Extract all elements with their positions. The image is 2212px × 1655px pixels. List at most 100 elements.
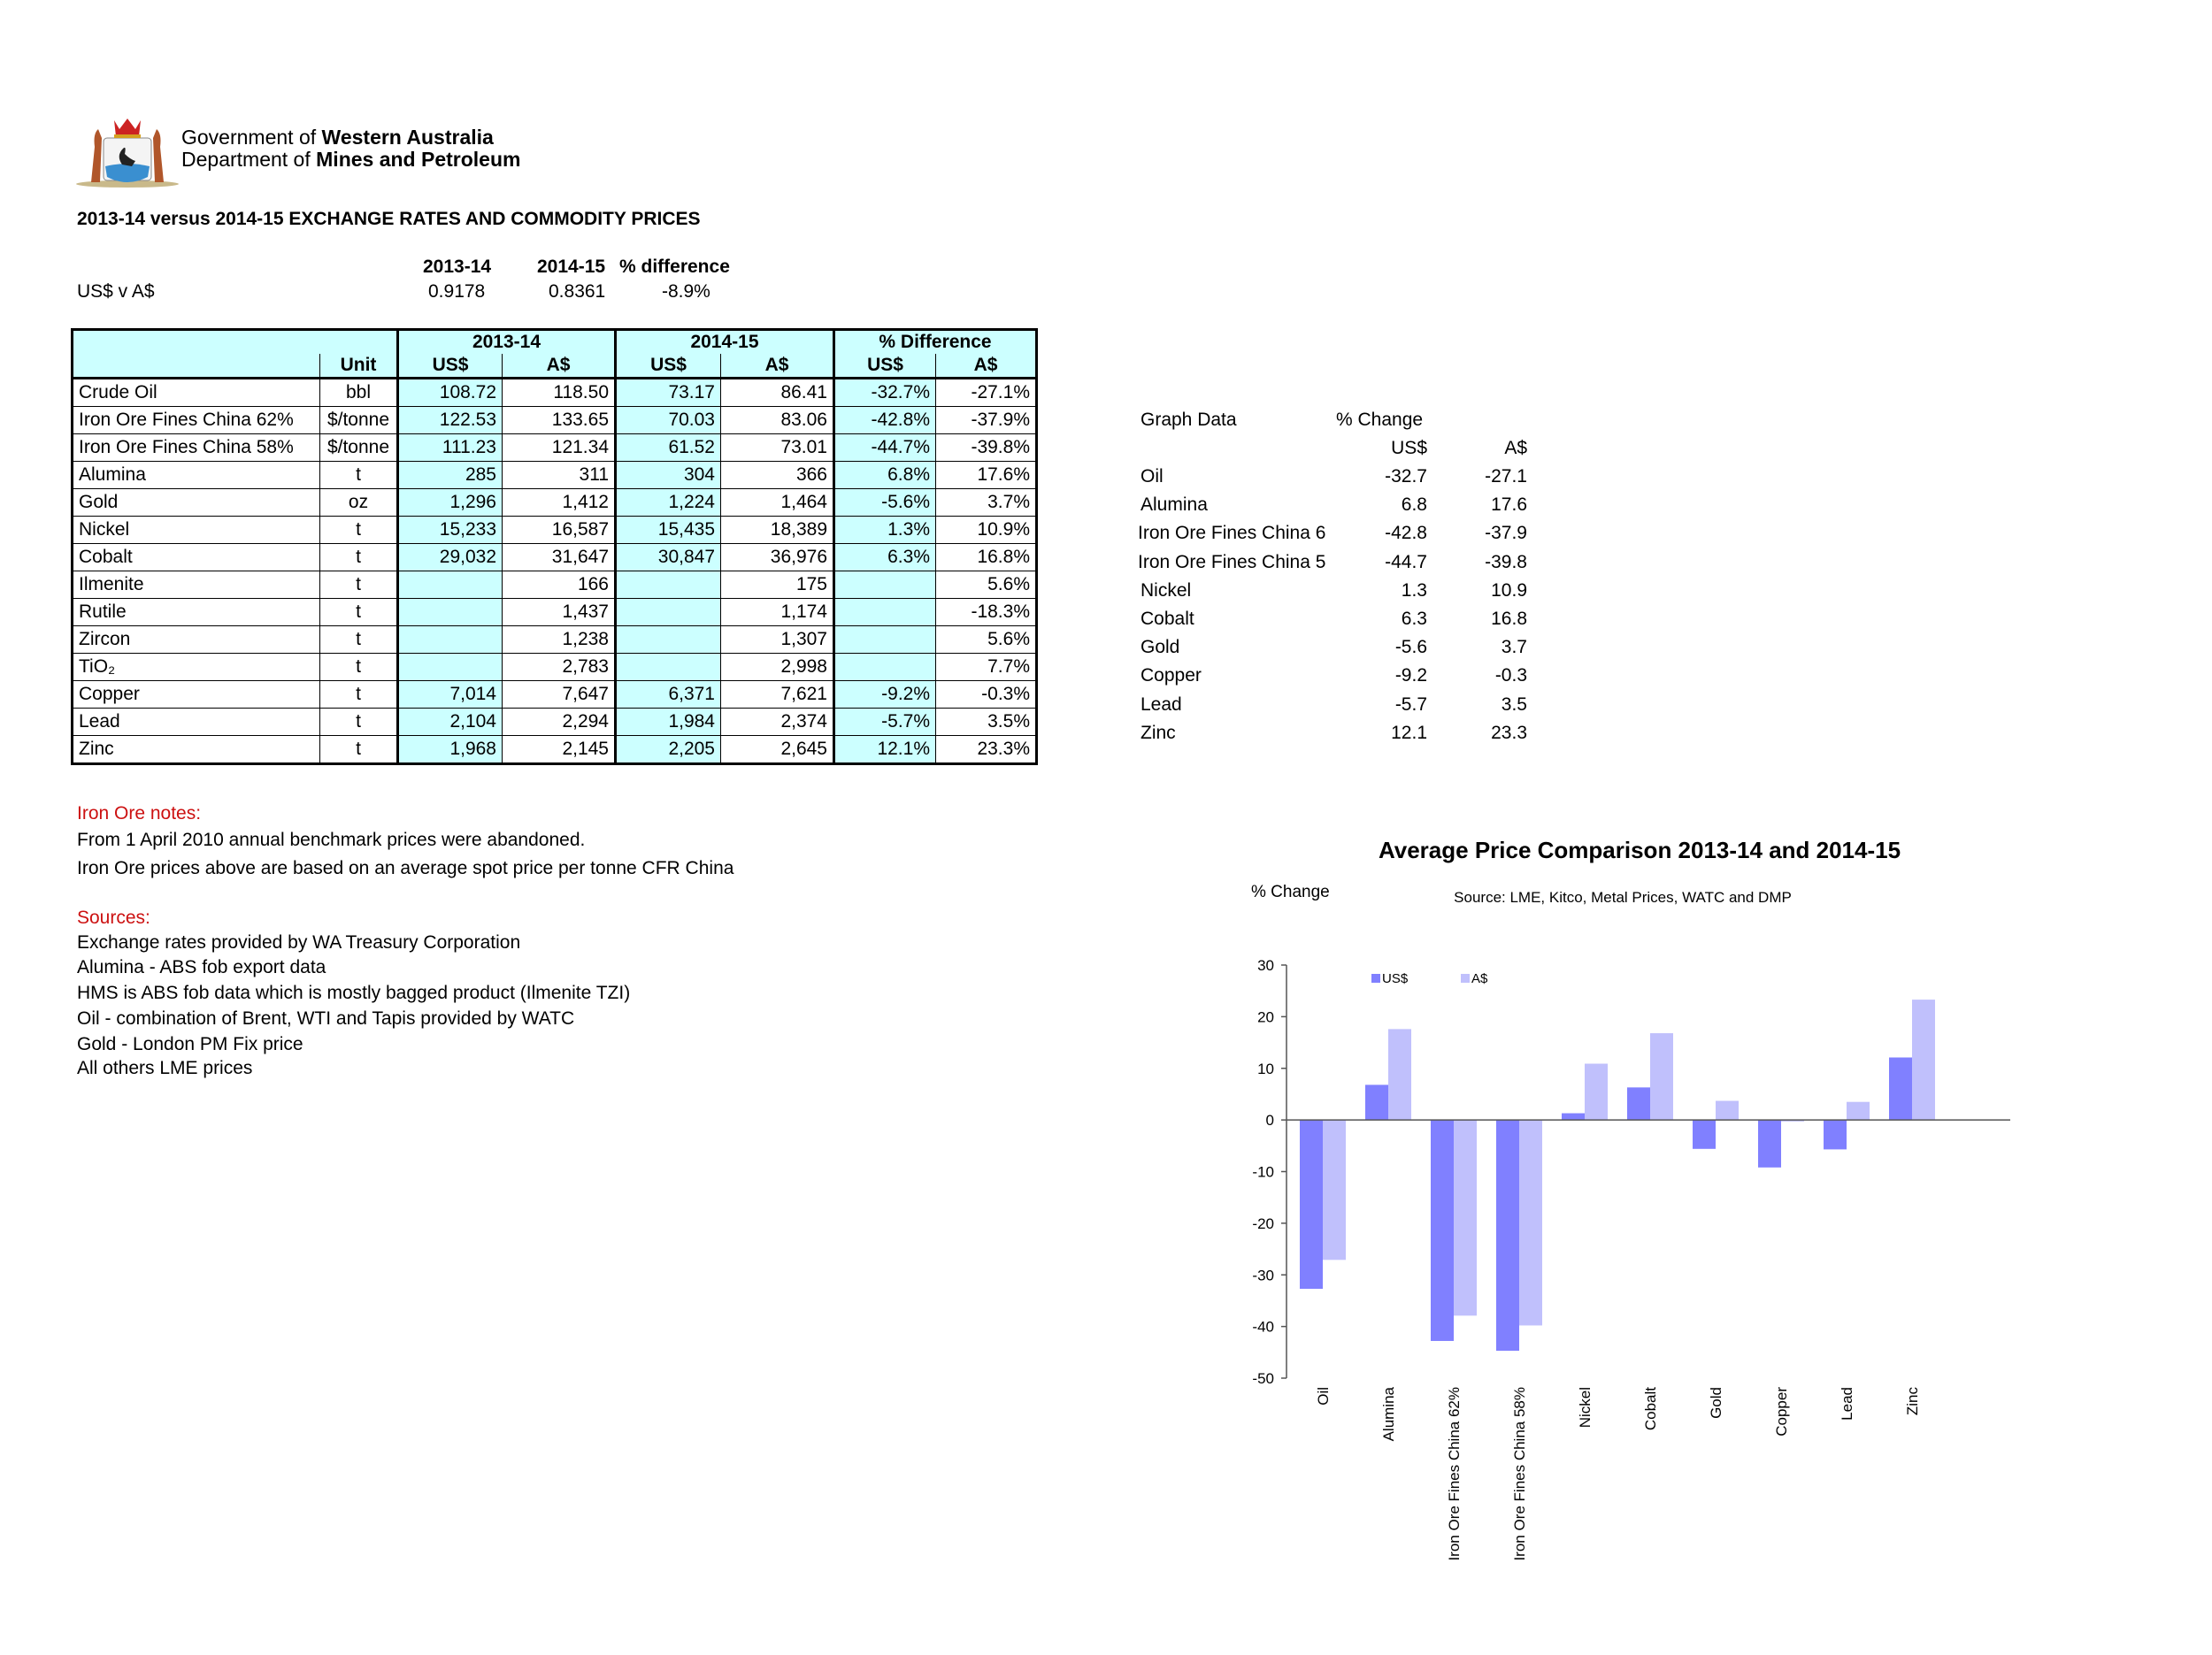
x-category-label: Nickel <box>1577 1387 1594 1428</box>
graph-data-category: Alumina <box>1141 494 1208 516</box>
cell-unit: $/tonne <box>319 406 398 434</box>
cell-a-2013-14: 1,437 <box>502 598 616 626</box>
cell-unit: t <box>319 598 398 626</box>
logo-text-dmp: Mines and Petroleum <box>316 148 521 171</box>
table-row: Cobalt t 29,032 31,647 30,847 36,976 6.3% 16.8% <box>72 543 1037 571</box>
cell-a-2013-14: 2,783 <box>502 653 616 681</box>
source-line: All others LME prices <box>77 1058 253 1078</box>
logo-text-wa: Western Australia <box>321 126 494 149</box>
y-tick-label: 10 <box>1257 1061 1274 1077</box>
y-tick-label: 0 <box>1266 1112 1274 1129</box>
cell-commodity: Gold <box>72 488 320 517</box>
exchange-header-pct-diff: % difference <box>619 257 730 277</box>
table-row: Alumina t 285 311 304 366 6.8% 17.6% <box>72 461 1037 489</box>
cell-a-pct: 10.9% <box>935 516 1037 544</box>
cell-us-2014-15: 73.17 <box>614 378 721 407</box>
graph-data-us-value: 6.3 <box>1401 609 1427 629</box>
bar-us-1 <box>1365 1084 1388 1121</box>
cell-us-pct <box>833 653 936 681</box>
cell-us-2013-14: 108.72 <box>396 378 503 407</box>
cell-us-2014-15: 6,371 <box>614 680 721 709</box>
cell-us-pct: -5.7% <box>833 708 936 736</box>
graph-data-label: Graph Data <box>1141 410 1237 430</box>
table-group-header-row: 2013-14 2014-15 % Difference <box>72 329 1037 354</box>
cell-us-pct: -32.7% <box>833 378 936 407</box>
cell-us-2013-14: 15,233 <box>396 516 503 544</box>
cell-us-2014-15: 1,984 <box>614 708 721 736</box>
graph-data-us-value: -5.7 <box>1394 693 1427 715</box>
cell-unit: t <box>319 461 398 489</box>
cell-a-2013-14: 7,647 <box>502 680 616 709</box>
cell-a-2014-15: 86.41 <box>720 378 834 407</box>
cell-a-pct: 5.6% <box>935 571 1037 599</box>
sub-header-commodity <box>72 354 320 379</box>
bar-a-9 <box>1912 1000 1935 1121</box>
cell-unit: t <box>319 543 398 571</box>
group-header-2013-14: 2013-14 <box>396 329 616 354</box>
table-sub-header-row: Unit US$ A$ US$ A$ US$ A$ <box>72 354 1037 379</box>
exchange-value-2013-14: 0.9178 <box>428 281 486 302</box>
cell-us-2014-15 <box>614 598 721 626</box>
cell-us-2014-15 <box>614 653 721 681</box>
logo-text-gov: Government of <box>181 126 322 149</box>
table-row: Iron Ore Fines China 62% $/tonne 122.53 133… <box>72 406 1037 434</box>
cell-unit: t <box>319 735 398 764</box>
graph-data-a-value: 3.7 <box>1501 637 1527 658</box>
cell-a-2013-14: 311 <box>502 461 616 489</box>
sub-header-us-pct: US$ <box>833 354 936 379</box>
cell-commodity: Crude Oil <box>72 378 320 407</box>
bar-a-5 <box>1650 1033 1673 1121</box>
chart-subtitle: Source: LME, Kitco, Metal Prices, WATC a… <box>1454 889 1792 906</box>
bar-a-8 <box>1847 1101 1870 1121</box>
cell-commodity: Cobalt <box>72 543 320 571</box>
cell-a-2014-15: 83.06 <box>720 406 834 434</box>
iron-ore-note-line: From 1 April 2010 annual benchmark price… <box>77 830 586 850</box>
chart-svg: Average Price Comparison 2013-14 and 201… <box>1251 837 2010 1561</box>
y-tick-label: -10 <box>1252 1164 1274 1181</box>
cell-us-pct: -9.2% <box>833 680 936 709</box>
cell-a-pct: 17.6% <box>935 461 1037 489</box>
cell-us-2013-14 <box>396 598 503 626</box>
bar-a-0 <box>1323 1120 1346 1260</box>
cell-a-pct: 5.6% <box>935 625 1037 654</box>
source-line: Exchange rates provided by WA Treasury C… <box>77 932 521 953</box>
graph-data-a-value: 23.3 <box>1491 722 1527 743</box>
y-tick-label: 30 <box>1257 957 1274 974</box>
y-tick-label: -50 <box>1252 1370 1274 1387</box>
bar-us-0 <box>1300 1120 1323 1290</box>
cell-us-2013-14: 29,032 <box>396 543 503 571</box>
bar-us-7 <box>1758 1120 1781 1168</box>
x-category-label: Gold <box>1708 1387 1724 1419</box>
graph-data-category: Zinc <box>1141 722 1176 743</box>
cell-commodity: Nickel <box>72 516 320 544</box>
chart-title: Average Price Comparison 2013-14 and 201… <box>1379 837 1901 863</box>
cell-a-2013-14: 121.34 <box>502 433 616 462</box>
bar-us-8 <box>1824 1120 1847 1150</box>
cell-a-pct: 23.3% <box>935 735 1037 764</box>
cell-commodity: Lead <box>72 708 320 736</box>
cell-commodity: Iron Ore Fines China 62% <box>72 406 320 434</box>
y-tick-label: -20 <box>1252 1215 1274 1232</box>
cell-a-pct: 7.7% <box>935 653 1037 681</box>
cell-us-2013-14: 285 <box>396 461 503 489</box>
cell-unit: t <box>319 653 398 681</box>
cell-us-pct <box>833 571 936 599</box>
cell-us-pct <box>833 598 936 626</box>
table-row: Gold oz 1,296 1,412 1,224 1,464 -5.6% 3.7% <box>72 488 1037 517</box>
graph-data-category: Iron Ore Fines China 5 <box>1138 551 1326 572</box>
cell-a-2013-14: 133.65 <box>502 406 616 434</box>
graph-data-us-value: 12.1 <box>1391 722 1427 743</box>
cell-us-2013-14: 7,014 <box>396 680 503 709</box>
y-tick-label: -40 <box>1252 1319 1274 1336</box>
legend-label-us: US$ <box>1382 971 1409 986</box>
cell-unit: bbl <box>319 378 398 407</box>
x-category-label: Zinc <box>1904 1387 1921 1416</box>
cell-a-2014-15: 1,464 <box>720 488 834 517</box>
cell-a-2013-14: 118.50 <box>502 378 616 407</box>
x-category-label: Alumina <box>1380 1386 1397 1441</box>
cell-a-2013-14: 166 <box>502 571 616 599</box>
cell-unit: t <box>319 708 398 736</box>
cell-a-2014-15: 2,645 <box>720 735 834 764</box>
exchange-label: US$ v A$ <box>77 281 155 302</box>
cell-us-2014-15: 2,205 <box>614 735 721 764</box>
